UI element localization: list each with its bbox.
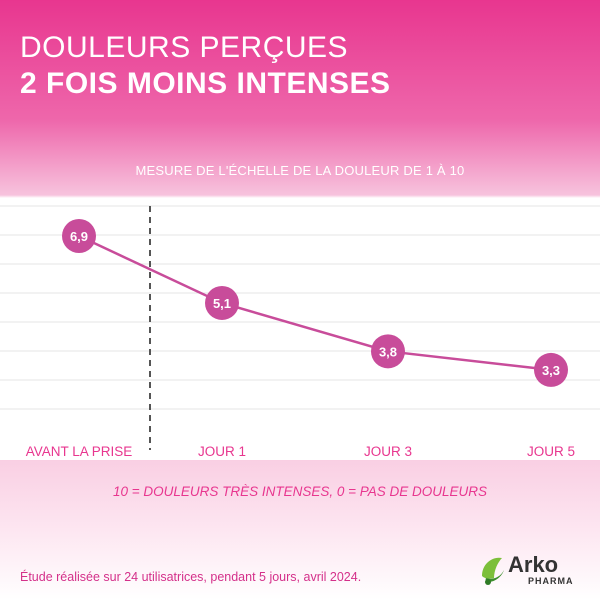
scale-note: 10 = DOULEURS TRÈS INTENSES, 0 = PAS DE … (112, 484, 488, 499)
x-tick-label: JOUR 1 (198, 444, 246, 459)
brand-subtitle: PHARMA (528, 576, 574, 586)
headline-line-1: DOULEURS PERÇUES (20, 31, 349, 64)
data-label: 6,9 (70, 229, 88, 244)
data-point (62, 219, 96, 253)
data-point (205, 285, 239, 320)
chart-panel (0, 198, 600, 460)
pain-score-line (78, 234, 552, 372)
arko-pharma-logo: Arko PHARMA (482, 552, 574, 586)
study-note: Étude réalisée sur 24 utilisatrices, pen… (20, 570, 362, 584)
data-label: 3,3 (542, 363, 560, 378)
x-tick-label: JOUR 3 (364, 444, 412, 459)
headline: DOULEURS PERÇUES 2 FOIS MOINS INTENSES (20, 30, 391, 102)
headline-line-2: 2 FOIS MOINS INTENSES (20, 67, 391, 100)
footer-panel (0, 460, 600, 600)
leaf-icon (482, 557, 504, 585)
data-point (534, 352, 568, 387)
data-label: 5,1 (213, 296, 231, 311)
brand-name: Arko (508, 552, 558, 577)
data-label: 3,8 (379, 344, 397, 359)
x-tick-label: JOUR 5 (527, 444, 575, 459)
data-point (371, 334, 405, 369)
pain-scale-line-chart: 6,9 5,1 3,8 3,3 AVANT LA PRISE JOUR 1 JOUR 3 J… (0, 205, 600, 459)
x-tick-label: AVANT LA PRISE (26, 444, 133, 459)
chart-title: MESURE DE L'ÉCHELLE DE LA DOULEUR DE 1 À… (135, 163, 465, 178)
